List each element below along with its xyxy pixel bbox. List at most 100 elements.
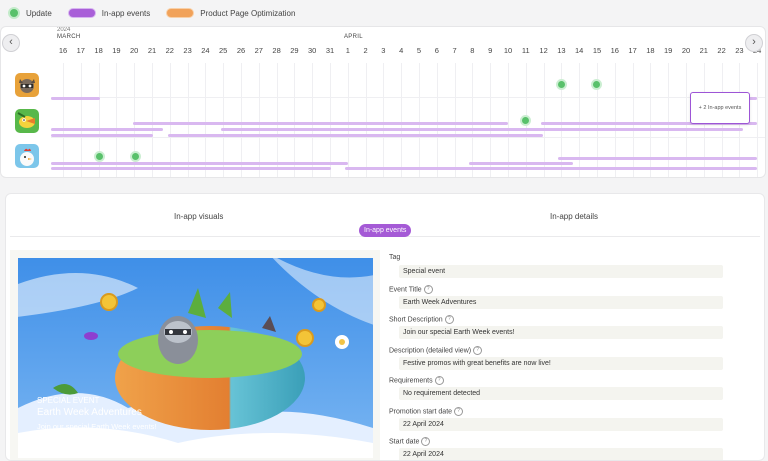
detail-field-label: Promotion start date? xyxy=(389,406,464,416)
timeline-day: 11 xyxy=(521,46,530,55)
timeline-day: 23 xyxy=(735,46,744,55)
event-bar[interactable] xyxy=(469,162,573,165)
update-dot-icon xyxy=(8,7,20,19)
timeline-day: 10 xyxy=(503,46,513,55)
help-icon[interactable]: ? xyxy=(423,284,433,294)
timeline-day: 15 xyxy=(592,46,602,55)
timeline-day: 27 xyxy=(254,46,263,55)
update-marker[interactable] xyxy=(130,151,141,162)
grid-line xyxy=(152,63,153,177)
in-app-events-badge[interactable]: In-app events xyxy=(359,224,412,237)
timeline-day: 8 xyxy=(470,46,475,55)
grid-line xyxy=(294,63,296,177)
bird-game-icon[interactable] xyxy=(15,109,39,133)
rooster-game-icon[interactable] xyxy=(15,144,39,168)
timeline-day: 18 xyxy=(646,46,655,55)
timeline-day: 21 xyxy=(147,46,157,55)
grid-line xyxy=(312,63,314,177)
grid-line xyxy=(757,63,759,177)
timeline-grid xyxy=(51,63,765,177)
grid-line xyxy=(63,63,64,177)
event-bar[interactable] xyxy=(558,157,757,160)
update-marker[interactable] xyxy=(520,115,531,126)
timeline-day: 9 xyxy=(488,46,493,55)
event-bar[interactable] xyxy=(133,122,508,125)
event-bar[interactable] xyxy=(51,162,348,165)
event-bar[interactable] xyxy=(168,134,543,137)
detail-field-label-text: Short Description xyxy=(389,316,443,324)
grid-line xyxy=(472,63,474,177)
grid-line xyxy=(98,63,100,177)
timeline-day: 17 xyxy=(628,46,637,55)
grid-line xyxy=(436,63,438,177)
grid-line xyxy=(276,63,278,177)
timeline-days: 16 17 18 19 20 21 22 23 24 25 26 27 28 29 30 31 1 2 3 4 5 6 7 8… xyxy=(55,46,765,60)
event-bar[interactable] xyxy=(51,128,163,131)
grid-line xyxy=(241,63,242,177)
visual-subtitle: Join our special Earth Week events! xyxy=(37,422,157,431)
detail-field-value: 22 April 2024 xyxy=(399,417,723,431)
grid-line xyxy=(686,63,687,177)
detail-field-label-text: Promotion start date xyxy=(389,407,453,415)
tab-in-app-details[interactable]: In-app details xyxy=(550,212,599,221)
event-bar[interactable] xyxy=(51,134,153,137)
event-bar[interactable] xyxy=(221,128,743,131)
help-icon[interactable]: ? xyxy=(434,376,444,385)
legend-label-ppo: Product Page Optimization xyxy=(200,8,296,18)
event-bar[interactable] xyxy=(345,167,757,170)
grid-line xyxy=(632,63,634,177)
grid-line xyxy=(187,63,189,177)
legend-label-update: Update xyxy=(26,8,52,18)
timeline-day: 20 xyxy=(681,46,691,55)
timeline-day: 18 xyxy=(94,46,103,55)
grid-line xyxy=(365,63,367,177)
month-april: APRIL xyxy=(344,34,363,40)
event-bar[interactable] xyxy=(51,97,100,100)
help-icon[interactable]: ? xyxy=(473,345,483,355)
timeline-day: 22 xyxy=(165,46,174,55)
update-marker[interactable] xyxy=(94,151,105,162)
chevron-right-icon[interactable]: › xyxy=(745,34,763,52)
detail-field-label: Event Title? xyxy=(389,284,433,294)
grid-line xyxy=(116,63,118,177)
help-icon[interactable]: ? xyxy=(444,315,454,324)
update-marker[interactable] xyxy=(591,79,602,90)
legend-in-app-events: In-app events xyxy=(67,8,150,18)
event-visual: SPECIAL EVENT Earth Week Adventures Join… xyxy=(10,250,380,460)
event-bar[interactable] xyxy=(541,122,757,125)
grid-line xyxy=(223,63,225,177)
detail-field-label-text: Description (detailed view) xyxy=(389,346,472,354)
chevron-left-icon[interactable]: ‹ xyxy=(2,34,20,52)
timeline-year: 2024 xyxy=(57,27,71,33)
update-marker[interactable] xyxy=(556,79,567,90)
timeline-day: 12 xyxy=(539,46,548,55)
timeline-day: 2 xyxy=(363,46,368,55)
timeline-day: 19 xyxy=(112,46,121,55)
tab-in-app-visuals[interactable]: In-app visuals xyxy=(174,212,224,221)
timeline-day: 26 xyxy=(236,46,246,55)
grid-line xyxy=(668,63,670,177)
grid-line xyxy=(134,63,136,177)
raccoon-game-icon[interactable] xyxy=(15,73,39,97)
timeline-day: 31 xyxy=(325,46,335,55)
detail-field-value: Join our special Earth Week events! xyxy=(399,326,723,339)
grid-line xyxy=(330,63,331,177)
timeline-panel: ‹ › 2024 MARCH APRIL 16 17 18 19 20 21 22 23 24 2… xyxy=(0,26,766,178)
more-events-tooltip[interactable]: + 2 In-app events xyxy=(690,92,750,124)
timeline-day: 23 xyxy=(183,46,192,55)
grid-line xyxy=(401,63,403,177)
help-icon[interactable]: ? xyxy=(454,406,464,416)
timeline-day: 20 xyxy=(130,46,139,55)
timeline-day: 3 xyxy=(381,46,386,55)
grid-line xyxy=(579,63,581,177)
visual-kicker: SPECIAL EVENT xyxy=(37,396,100,405)
grid-line xyxy=(650,63,652,177)
timeline-day: 25 xyxy=(219,46,228,55)
help-icon[interactable]: ? xyxy=(421,437,431,446)
grid-line xyxy=(614,63,616,177)
detail-field-value: No requirement detected xyxy=(399,387,723,400)
event-bar[interactable] xyxy=(51,167,331,170)
detail-field-label: Tag xyxy=(389,254,400,261)
detail-field-value: Festive promos with great benefits are n… xyxy=(399,356,723,370)
legend-product-page-optimization: Product Page Optimization xyxy=(166,8,295,18)
